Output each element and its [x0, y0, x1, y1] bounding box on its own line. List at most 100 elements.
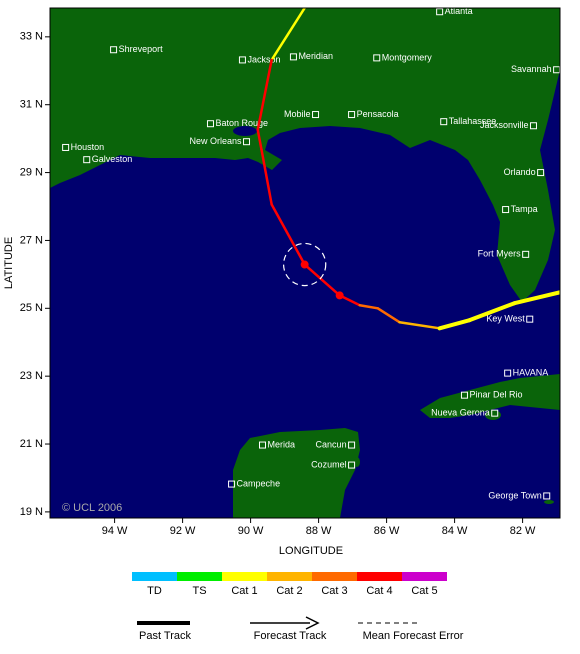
- city-label: Galveston: [92, 154, 133, 164]
- y-tick-label: 23 N: [20, 370, 43, 382]
- city-marker: [348, 461, 356, 469]
- city-marker: [348, 441, 356, 449]
- storm-position: [300, 260, 309, 269]
- legend-label: TD: [147, 585, 162, 597]
- y-axis-title: LATITUDE: [3, 237, 15, 289]
- track-segment: [303, 263, 341, 297]
- y-tick-label: 31 N: [20, 99, 43, 111]
- legend-swatch: [177, 572, 222, 581]
- island: [354, 457, 360, 467]
- city-marker: [62, 143, 70, 151]
- city-label: Montgomery: [382, 52, 433, 62]
- city-label: New Orleans: [189, 136, 242, 146]
- city-marker: [526, 315, 534, 323]
- city-marker: [289, 53, 297, 61]
- x-tick-label: 84 W: [442, 525, 468, 537]
- island: [485, 410, 501, 420]
- city-marker: [243, 138, 251, 146]
- x-tick-label: 88 W: [306, 525, 332, 537]
- track-segment: [467, 301, 517, 323]
- city-marker: [206, 120, 214, 128]
- city-marker: [348, 111, 356, 119]
- lake: [233, 126, 257, 136]
- city-label: George Town: [488, 490, 541, 500]
- city-label: Jacksonville: [480, 120, 529, 130]
- y-tick-label: 33 N: [20, 31, 43, 43]
- arrow-head: [305, 616, 320, 630]
- city-marker: [543, 492, 551, 500]
- legend-label: Past Track: [139, 630, 191, 642]
- track-segment: [376, 307, 401, 324]
- city-label: Jackson: [247, 54, 280, 64]
- city-marker: [460, 391, 468, 399]
- track-segment: [358, 303, 380, 310]
- city-marker: [537, 169, 545, 177]
- x-axis-title: LONGITUDE: [279, 545, 343, 557]
- legend-swatch: [312, 572, 357, 581]
- forecast-error-circle: [282, 242, 327, 287]
- land-yucatan: [233, 428, 360, 518]
- city-label: Tampa: [511, 204, 538, 214]
- city-label: Cozumel: [311, 459, 347, 469]
- city-label: Merida: [268, 439, 296, 449]
- y-tick-label: 21 N: [20, 438, 43, 450]
- track-segment: [270, 203, 306, 266]
- legend-swatch: [132, 572, 177, 581]
- y-tick-label: 19 N: [20, 506, 43, 518]
- city-marker: [238, 56, 246, 64]
- city-marker: [228, 480, 236, 488]
- track-segment: [256, 58, 273, 132]
- city-marker: [502, 206, 510, 214]
- y-tick-label: 29 N: [20, 166, 43, 178]
- legend-label: Mean Forecast Error: [363, 630, 464, 642]
- city-marker: [83, 156, 91, 164]
- city-label: HAVANA: [513, 367, 549, 377]
- city-marker: [491, 409, 499, 417]
- city-marker: [504, 369, 512, 377]
- city-label: Baton Rouge: [215, 118, 268, 128]
- city-label: Shreveport: [119, 44, 164, 54]
- track-segment: [437, 318, 472, 331]
- city-label: Key West: [486, 314, 525, 324]
- legend-label: Cat 1: [231, 585, 257, 597]
- map-border: [49, 7, 561, 519]
- city-label: Pinar Del Rio: [469, 390, 522, 400]
- legend-swatch: [357, 572, 402, 581]
- city-label: Nueva Gerona: [431, 408, 490, 418]
- city-label: Atlanta: [445, 6, 473, 16]
- map-area: Atlanta Shreveport Jackson Meridian Montgome…: [50, 6, 560, 518]
- legend-label: Cat 5: [411, 585, 437, 597]
- city-label: Pensacola: [357, 109, 399, 119]
- track-segment: [270, 8, 306, 62]
- track-segment: [398, 320, 441, 330]
- city-marker: [436, 8, 444, 16]
- legend-swatch: [267, 572, 312, 581]
- x-tick-label: 94 W: [102, 525, 128, 537]
- city-marker: [440, 118, 448, 126]
- legend-swatch: [222, 572, 267, 581]
- city-label: Mobile: [284, 109, 311, 119]
- legend-label: TS: [192, 585, 206, 597]
- city-label: Houston: [71, 142, 105, 152]
- city-marker: [529, 122, 537, 130]
- legend-swatch: [402, 572, 447, 581]
- city-label: Savannah: [511, 64, 552, 74]
- legend-label: Cat 3: [321, 585, 347, 597]
- storm-position: [335, 291, 344, 300]
- city-marker: [259, 441, 266, 449]
- x-tick-label: 92 W: [170, 525, 196, 537]
- legend-label: Forecast Track: [254, 630, 327, 642]
- x-tick-label: 82 W: [510, 525, 536, 537]
- legend-label: Cat 2: [276, 585, 302, 597]
- island: [544, 500, 554, 504]
- city-label: Meridian: [298, 51, 333, 61]
- city-label: Campeche: [237, 478, 281, 488]
- city-marker: [312, 111, 320, 119]
- track-segment: [512, 290, 560, 306]
- track-segment: [260, 148, 273, 206]
- city-label: Fort Myers: [478, 249, 522, 259]
- track-segment: [256, 128, 263, 151]
- land-us: [50, 8, 560, 302]
- city-marker: [110, 46, 118, 54]
